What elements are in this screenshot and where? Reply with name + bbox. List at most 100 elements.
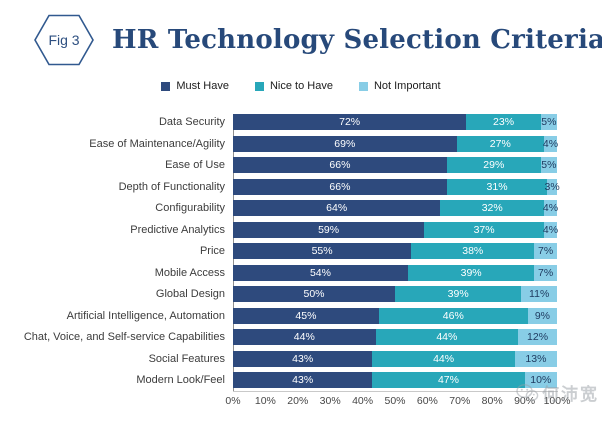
category-label: Chat, Voice, and Self-service Capabiliti…: [23, 331, 225, 343]
stacked-bar: 55% 38% 7%: [233, 243, 557, 259]
bar-segment: 43%: [233, 372, 373, 388]
bar-segment: 59%: [233, 221, 425, 238]
stacked-bar: 66% 29% 5%: [233, 157, 557, 173]
legend-item: Must Have: [161, 80, 229, 92]
category-label: Ease of Maintenance/Agility: [89, 137, 225, 150]
bar-segment: 47%: [372, 372, 525, 388]
bar-segment: 7%: [534, 264, 557, 281]
chart-row: Depth of Functionality 66% 31% 3%: [0, 178, 602, 195]
bar-segment: 4%: [542, 135, 559, 152]
category-label: Global Design: [155, 288, 225, 300]
chart-row: Price 55% 38% 7%: [0, 243, 602, 259]
chart-row: Data Security 72% 23% 5%: [0, 114, 602, 130]
stacked-bar: 44% 44% 12%: [233, 329, 557, 345]
bar-segment: 50%: [233, 286, 395, 302]
figure-badge: Fig 3: [34, 14, 94, 66]
stacked-bar: 66% 31% 3%: [233, 178, 560, 195]
bar-segment: 64%: [233, 200, 441, 216]
x-axis-line: [233, 391, 558, 392]
stacked-bar: 64% 32% 4%: [233, 200, 559, 216]
bar-segment: 44%: [375, 329, 519, 345]
stacked-bar: 69% 27% 4%: [233, 135, 559, 152]
x-tick-label: 80%: [481, 395, 503, 407]
legend-item: Nice to Have: [254, 80, 333, 92]
bar-segment: 46%: [378, 307, 528, 324]
chart-row: Modern Look/Feel 43% 47% 10%: [0, 372, 602, 388]
bar-segment: 54%: [233, 264, 408, 281]
bar-segment: 44%: [372, 350, 515, 367]
category-label: Mobile Access: [154, 266, 225, 279]
bar-segment: 23%: [466, 114, 541, 130]
category-label: Predictive Analytics: [130, 223, 225, 236]
legend-label: Nice to Have: [269, 80, 333, 92]
watermark-text: 何沛宽: [542, 385, 599, 405]
x-tick-label: 20%: [287, 395, 309, 407]
stacked-bar: 50% 39% 11%: [233, 286, 557, 302]
hexagon-icon: [34, 14, 94, 66]
bar-segment: 5%: [540, 157, 557, 173]
bar-segment: 27%: [456, 135, 545, 152]
bar-segment: 7%: [534, 243, 557, 259]
chart-row: Ease of Maintenance/Agility 69% 27% 4%: [0, 135, 602, 152]
chart-title: HR Technology Selection Criteria: [112, 25, 602, 55]
stacked-bar: 43% 47% 10%: [233, 372, 557, 388]
bar-segment: 13%: [514, 350, 557, 367]
category-label: Data Security: [158, 116, 225, 128]
legend-swatch-icon: [161, 81, 171, 91]
x-tick-label: 40%: [352, 395, 374, 407]
bar-segment: 55%: [233, 243, 412, 259]
bar-segment: 11%: [521, 286, 557, 302]
figure-header: Fig 3 HR Technology Selection Criteria: [34, 14, 602, 66]
chart-row: Mobile Access 54% 39% 7%: [0, 264, 602, 281]
legend-swatch-icon: [358, 81, 368, 91]
x-tick-label: 10%: [254, 395, 276, 407]
figure-badge-label: Fig 3: [48, 32, 80, 48]
chart-row: Configurability 64% 32% 4%: [0, 200, 602, 216]
legend-swatch-icon: [254, 81, 264, 91]
x-tick-label: 50%: [384, 395, 406, 407]
chart-legend: Must Have Nice to Have Not Important: [0, 80, 602, 92]
bar-segment: 69%: [233, 135, 457, 152]
bar-segment: 72%: [233, 114, 467, 130]
x-tick-label: 30%: [319, 395, 341, 407]
watermark: 何沛宽: [515, 380, 599, 405]
x-tick-label: 100%: [543, 395, 571, 407]
chart-row: Global Design 50% 39% 11%: [0, 286, 602, 302]
wechat-logo-icon: [516, 383, 539, 401]
x-tick-label: 90%: [514, 395, 536, 407]
bar-segment: 37%: [424, 221, 545, 238]
category-label: Social Features: [148, 352, 225, 365]
bar-segment: 66%: [233, 178, 447, 195]
category-label: Price: [199, 245, 225, 257]
stacked-bar: 59% 37% 4%: [233, 221, 559, 238]
bar-segment: 39%: [395, 286, 522, 302]
legend-label: Must Have: [176, 80, 229, 92]
bar-segment: 3%: [544, 178, 560, 195]
bar-segment: 4%: [542, 200, 559, 216]
chart-row: Predictive Analytics 59% 37% 4%: [0, 221, 602, 238]
category-label: Ease of Use: [165, 159, 225, 171]
x-axis-ticks: 0% 10% 20% 30% 40% 50% 60% 70% 80% 90% 100%: [225, 395, 570, 409]
bar-segment: 4%: [542, 221, 559, 238]
bar-segment: 43%: [233, 350, 373, 367]
stacked-bar: 45% 46% 9%: [233, 307, 557, 324]
stacked-bar: 72% 23% 5%: [233, 114, 557, 130]
bar-segment: 66%: [233, 157, 447, 173]
x-tick-label: 60%: [416, 395, 438, 407]
category-label: Configurability: [155, 202, 225, 214]
bar-segment: 31%: [446, 178, 548, 195]
bar-segment: 45%: [233, 307, 379, 324]
category-label: Artificial Intelligence, Automation: [66, 309, 225, 322]
legend-label: Not Important: [373, 80, 441, 92]
chart-row: Artificial Intelligence, Automation 45% 4…: [0, 307, 602, 324]
bar-segment: 32%: [440, 200, 545, 216]
category-label: Modern Look/Feel: [136, 374, 225, 386]
bar-segment: 9%: [527, 307, 557, 324]
stacked-bar-chart: Data Security 72% 23% 5% Ease of Maintenan…: [0, 114, 602, 394]
bar-segment: 10%: [524, 372, 557, 388]
stacked-bar: 43% 44% 13%: [233, 350, 557, 367]
bar-segment: 44%: [233, 329, 376, 345]
bar-segment: 39%: [407, 264, 535, 281]
stacked-bar: 54% 39% 7%: [233, 264, 557, 281]
